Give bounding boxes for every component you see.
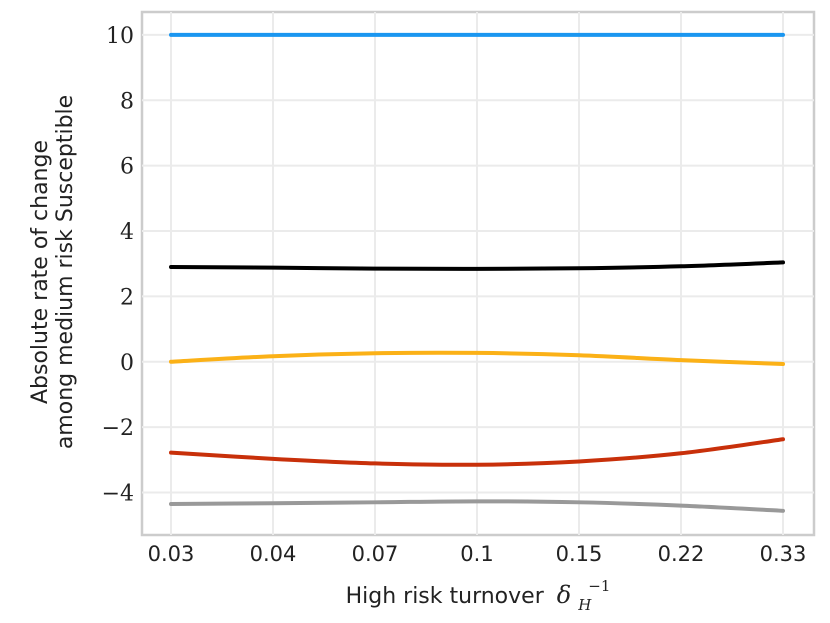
x-tick-label: 0.03 <box>148 542 195 566</box>
y-tick-label: 4 <box>120 220 134 245</box>
series-lines <box>169 32 785 513</box>
series-line-red <box>169 437 785 467</box>
x-axis-symbol: δ <box>557 581 571 609</box>
y-tick-label: −2 <box>102 416 134 441</box>
series-line-gray <box>169 499 785 513</box>
y-tick-label: 8 <box>120 89 134 114</box>
x-tick-label: 0.15 <box>556 542 603 566</box>
x-axis-title: High risk turnover δ H −1 <box>346 577 611 616</box>
y-axis-label-line1: Absolute rate of change <box>28 140 53 404</box>
series-line-black <box>169 260 785 271</box>
x-tick-label: 0.33 <box>760 542 807 566</box>
y-tick-label: 10 <box>106 24 134 49</box>
x-axis-subscript: H <box>577 596 592 614</box>
y-tick-label: −4 <box>102 482 134 507</box>
x-tick-label: 0.04 <box>250 542 297 566</box>
y-tick-label: 6 <box>120 155 134 180</box>
y-axis-title: Absolute rate of change among medium ris… <box>28 95 78 449</box>
x-tick-label: 0.1 <box>460 542 493 566</box>
x-tick-label: 0.22 <box>658 542 705 566</box>
x-axis-superscript: −1 <box>588 577 610 595</box>
x-tick-labels: 0.03 0.04 0.07 0.1 0.15 0.22 0.33 <box>148 542 807 566</box>
series-line-yellow <box>169 350 785 367</box>
y-tick-label: 0 <box>120 351 134 376</box>
y-tick-labels: 10 8 6 4 2 0 −2 −4 <box>102 24 134 507</box>
x-tick-label: 0.07 <box>352 542 399 566</box>
y-axis-label-line2: among medium risk Susceptible <box>53 95 78 449</box>
x-axis-label: High risk turnover <box>346 584 545 609</box>
y-tick-label: 2 <box>120 285 134 310</box>
